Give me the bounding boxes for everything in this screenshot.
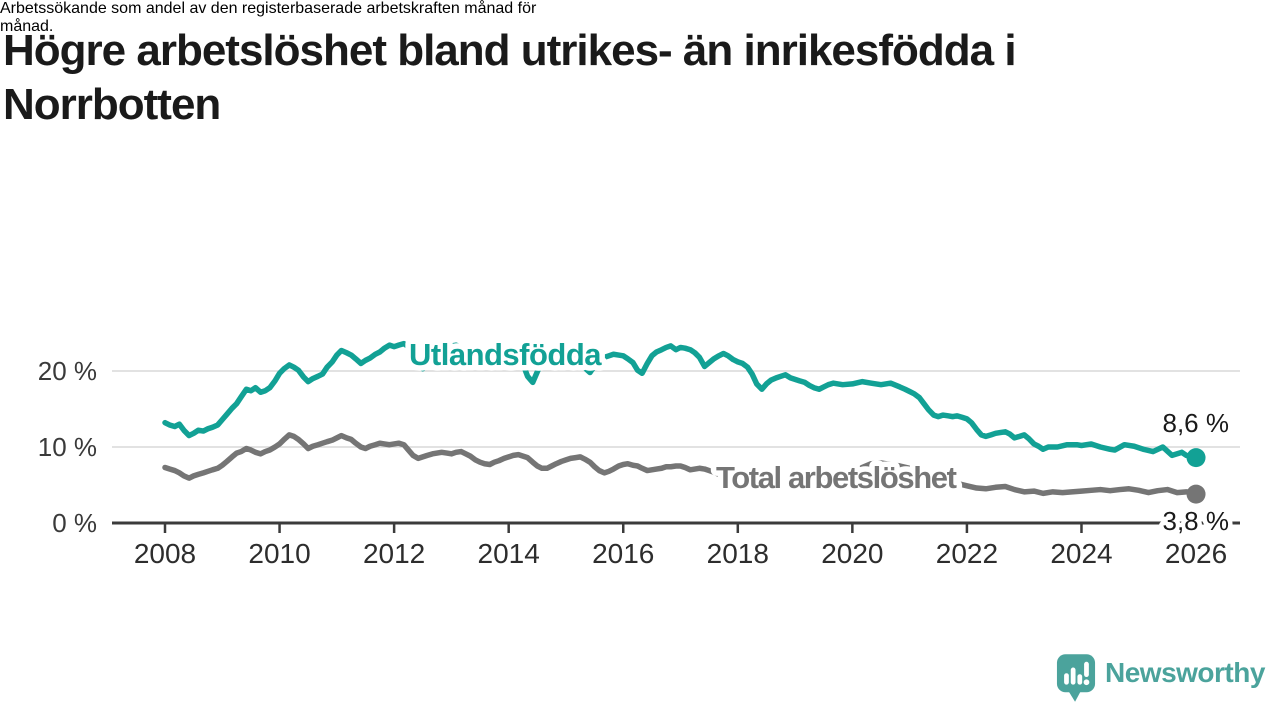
series-label-total-arbetsloshet: Total arbetslöshet [716,460,957,495]
series-line-total-arbetsloshet [162,432,1199,497]
series-end-dot-total-arbetsloshet [1186,484,1206,504]
x-axis-tick-label-2008: 2008 [134,538,196,569]
series-end-value-utlandsfodda: 8,6 % [1163,408,1230,438]
newsworthy-icon [1056,654,1096,702]
x-axis-tick-label-2018: 2018 [707,538,769,569]
series-line-utlandsfodda [162,340,1199,461]
x-axis-tick-label-2026: 2026 [1165,538,1227,569]
chart-subtitle-line-2: månad. [0,18,54,35]
series-end-value-total-arbetsloshet: 3,8 % [1163,506,1230,536]
x-axis-tick-label-2014: 2014 [478,538,540,569]
y-axis-label-20: 20 % [38,356,97,386]
y-axis-label-10: 10 % [38,432,97,462]
newsworthy-logo: Newsworthy [1056,653,1265,703]
x-axis-tick-label-2022: 2022 [936,538,998,569]
newsworthy-wordmark: Newsworthy [1105,657,1265,688]
x-axis-tick-label-2016: 2016 [592,538,654,569]
chart-title: Högre arbetslöshet bland utrikes- än inr… [3,24,1273,132]
series-end-dot-utlandsfodda [1186,448,1206,468]
chart-title-line-1: Högre arbetslöshet bland utrikes- än inr… [3,26,1017,75]
chart-subtitle-line-1: Arbetssökande som andel av den registerb… [0,0,537,17]
series-label-utlandsfodda: Utlandsfödda [409,337,602,372]
x-axis-tick-label-2012: 2012 [363,538,425,569]
x-axis-tick-label-2020: 2020 [821,538,883,569]
x-axis-tick-label-2010: 2010 [248,538,310,569]
x-axis-tick-label-2024: 2024 [1050,538,1112,569]
y-axis-label-0: 0 % [52,508,97,538]
chart-title-line-2: Norrbotten [3,80,221,129]
